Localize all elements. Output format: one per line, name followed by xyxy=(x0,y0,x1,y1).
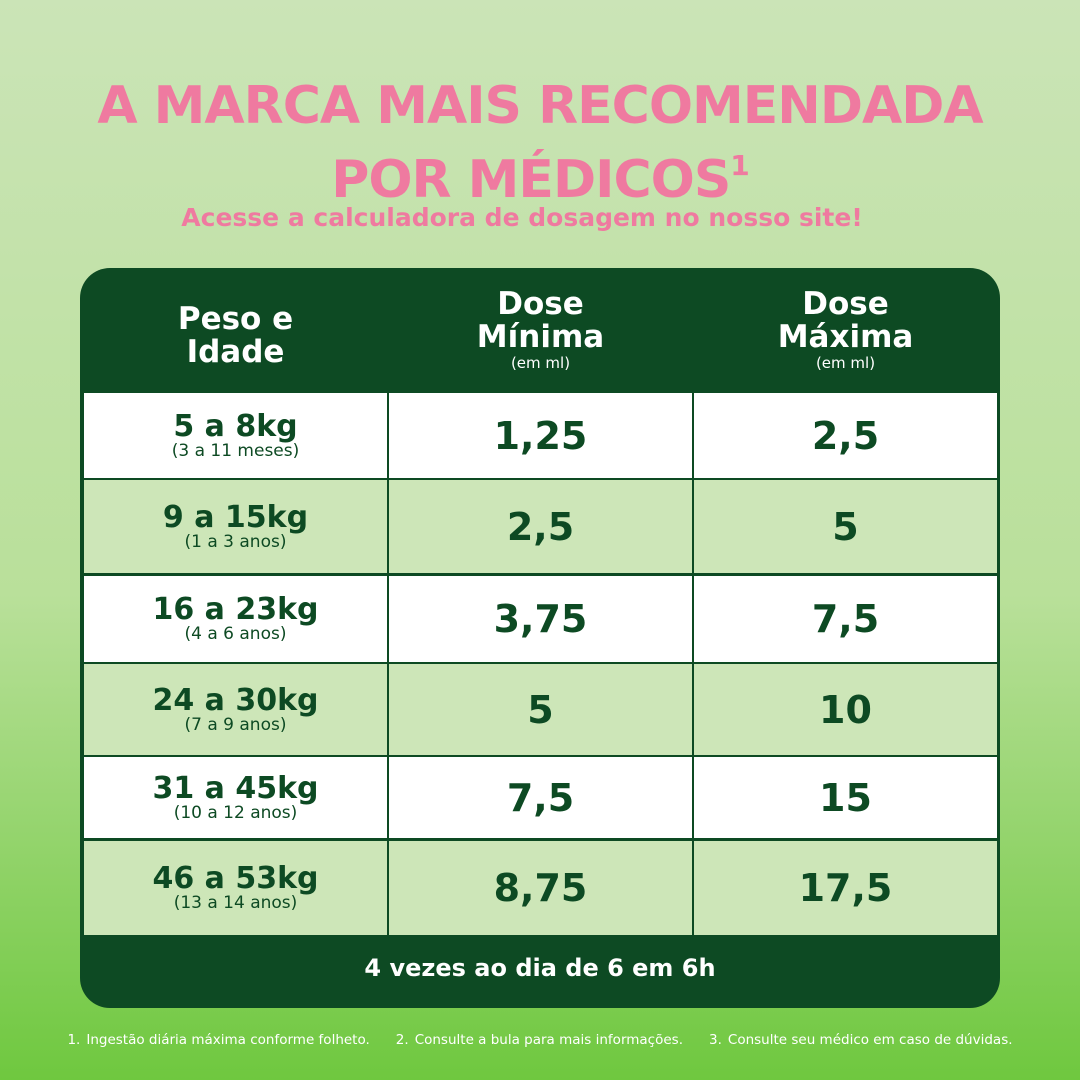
min-dose: 2,5 xyxy=(506,504,575,549)
weight: 46 a 53kg xyxy=(152,861,319,896)
max-dose: 10 xyxy=(819,687,872,732)
column-header: Dose Mínima (em ml) xyxy=(389,268,692,392)
age: (3 a 11 meses) xyxy=(171,440,300,461)
column-header: Dose Máxima (em ml) xyxy=(694,268,997,392)
max-dose-cell: 17,5 xyxy=(694,841,997,935)
max-dose-cell: 7,5 xyxy=(694,576,997,662)
age: (7 a 9 anos) xyxy=(184,714,287,735)
max-dose-cell: 10 xyxy=(694,664,997,755)
title: POR MÉDICOS1 xyxy=(0,136,1080,210)
age: (10 a 12 anos) xyxy=(173,802,298,823)
min-dose-cell: 2,5 xyxy=(389,480,692,573)
footnotes: 1. Ingestão diária máxima conforme folhet… xyxy=(0,1032,1080,1048)
max-dose-cell: 15 xyxy=(694,757,997,838)
max-dose: 7,5 xyxy=(811,597,880,641)
weight: 5 a 8kg xyxy=(173,408,298,444)
weight: 31 a 45kg xyxy=(152,770,319,806)
weight-cell: 5 a 8kg (3 a 11 meses) xyxy=(84,393,387,478)
title-text: POR MÉDICOS xyxy=(331,150,731,210)
max-dose-cell: 2,5 xyxy=(694,393,997,478)
weight: 24 a 30kg xyxy=(152,682,319,718)
weight: 9 a 15kg xyxy=(162,499,309,535)
min-dose: 5 xyxy=(527,687,554,732)
min-dose: 1,25 xyxy=(493,413,588,458)
max-dose: 17,5 xyxy=(798,866,893,910)
footnote-text: Consulte a bula para mais informações. xyxy=(414,1032,683,1048)
header-line: Dose xyxy=(497,286,584,322)
header-line: Mínima xyxy=(476,319,605,355)
table-footer: 4 vezes ao dia de 6 em 6h xyxy=(364,954,716,982)
footnote-text: Consulte seu médico em caso de dúvidas. xyxy=(727,1032,1013,1048)
weight-cell: 31 a 45kg (10 a 12 anos) xyxy=(84,757,387,838)
column-header: Peso e Idade xyxy=(84,268,387,392)
footnote-number: 2. xyxy=(395,1032,409,1048)
footnote: 2. Consulte a bula para mais informações. xyxy=(396,1032,683,1048)
dosage-table: Peso e Idade Dose Mínima (em ml) Dose Máxima (e… xyxy=(80,268,1000,1008)
weight-cell: 24 a 30kg (7 a 9 anos) xyxy=(84,664,387,755)
age: (1 a 3 anos) xyxy=(184,531,287,552)
max-dose: 2,5 xyxy=(811,413,880,458)
footnote-number: 3. xyxy=(709,1032,722,1048)
age: (13 a 14 anos) xyxy=(173,893,298,913)
weight-cell: 9 a 15kg (1 a 3 anos) xyxy=(84,480,387,573)
age: (4 a 6 anos) xyxy=(184,624,287,644)
min-dose: 8,75 xyxy=(493,866,588,910)
header-line: Idade xyxy=(186,334,285,370)
min-dose: 3,75 xyxy=(493,597,588,641)
weight-cell: 16 a 23kg (4 a 6 anos) xyxy=(84,576,387,662)
footnote-text: Ingestão diária máxima conforme folheto. xyxy=(86,1032,370,1048)
footnote: 1. Ingestão diária máxima conforme folhet… xyxy=(67,1032,369,1048)
weight: 16 a 23kg xyxy=(152,592,319,627)
header-unit: (em ml) xyxy=(815,354,876,372)
min-dose-cell: 3,75 xyxy=(389,576,692,662)
header-line: Dose xyxy=(802,286,889,322)
max-dose-cell: 5 xyxy=(694,480,997,573)
title: A MARCA MAIS RECOMENDADA xyxy=(97,76,983,136)
min-dose-cell: 8,75 xyxy=(389,841,692,935)
min-dose-cell: 1,25 xyxy=(389,393,692,478)
subtitle: Acesse a calculadora de dosagem no nosso… xyxy=(181,203,863,232)
max-dose: 5 xyxy=(832,504,859,549)
min-dose-cell: 5 xyxy=(389,664,692,755)
footnote: 3. Consulte seu médico em caso de dúvidas… xyxy=(709,1032,1013,1048)
title-superscript: 1 xyxy=(730,149,750,182)
min-dose: 7,5 xyxy=(506,775,575,820)
min-dose-cell: 7,5 xyxy=(389,757,692,838)
header-line: Peso e xyxy=(177,301,294,337)
weight-cell: 46 a 53kg (13 a 14 anos) xyxy=(84,841,387,935)
header-line: Máxima xyxy=(777,319,914,355)
max-dose: 15 xyxy=(819,775,872,820)
header-unit: (em ml) xyxy=(510,354,571,372)
footnote-number: 1. xyxy=(67,1032,81,1048)
